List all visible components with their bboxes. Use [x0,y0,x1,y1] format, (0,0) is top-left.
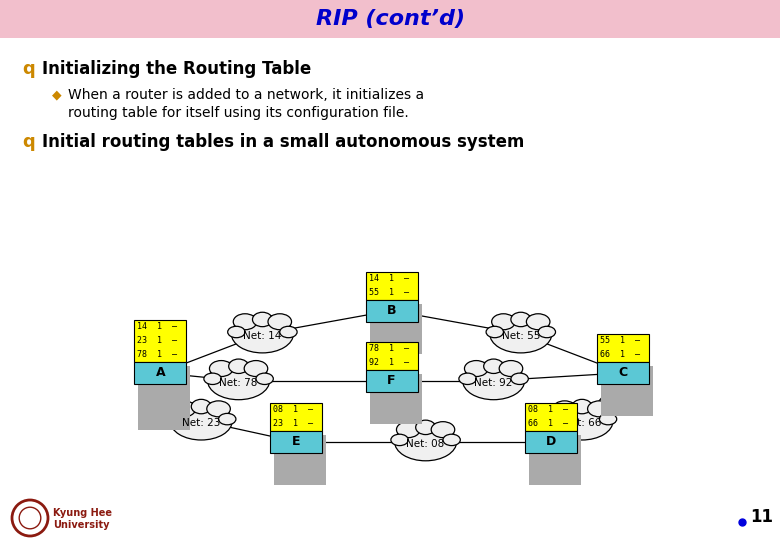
FancyBboxPatch shape [366,342,417,370]
Text: 66  1  —: 66 1 — [600,350,640,360]
Text: Kyung Hee: Kyung Hee [53,508,112,518]
Ellipse shape [551,402,613,440]
FancyBboxPatch shape [271,431,322,453]
Text: Net: 55: Net: 55 [502,331,540,341]
Ellipse shape [218,414,236,425]
Text: q: q [22,60,35,78]
Text: Net: 92: Net: 92 [474,378,512,388]
FancyBboxPatch shape [271,403,322,431]
Text: 55  1  —: 55 1 — [369,288,409,297]
FancyBboxPatch shape [370,303,422,354]
Text: 92  1  —: 92 1 — [369,358,409,367]
Text: When a router is added to a network, it initializes a: When a router is added to a network, it … [68,88,424,102]
Ellipse shape [210,361,233,376]
Text: Net: 08: Net: 08 [406,439,445,449]
Ellipse shape [396,422,420,437]
Text: 23  1  —: 23 1 — [274,419,314,428]
Ellipse shape [253,312,272,327]
Text: ◆: ◆ [52,88,62,101]
Ellipse shape [268,314,292,330]
Ellipse shape [416,420,435,435]
Text: C: C [619,367,627,380]
Ellipse shape [395,423,456,461]
Ellipse shape [459,373,477,384]
Ellipse shape [490,315,551,353]
Ellipse shape [526,314,550,330]
FancyBboxPatch shape [366,300,417,321]
Ellipse shape [443,434,460,446]
Text: Net: 78: Net: 78 [219,378,257,388]
Ellipse shape [491,314,516,330]
Text: F: F [388,374,396,387]
Ellipse shape [170,402,232,440]
FancyBboxPatch shape [275,435,326,485]
FancyBboxPatch shape [370,374,422,424]
Ellipse shape [572,400,592,414]
Ellipse shape [228,326,245,338]
Ellipse shape [464,361,488,376]
Ellipse shape [511,312,530,327]
Text: Initial routing tables in a small autonomous system: Initial routing tables in a small autono… [42,133,524,151]
Text: q: q [22,133,35,151]
Text: routing table for itself using its configuration file.: routing table for itself using its confi… [68,106,409,120]
Text: 08  1  —: 08 1 — [528,406,569,414]
Text: University: University [53,520,109,530]
FancyBboxPatch shape [134,320,186,362]
Ellipse shape [484,359,504,374]
FancyBboxPatch shape [530,435,581,485]
Text: 11: 11 [750,508,774,526]
Text: 14  1  —: 14 1 — [369,274,409,283]
FancyBboxPatch shape [366,370,417,392]
Ellipse shape [511,373,528,384]
Ellipse shape [233,314,257,330]
Text: 78  1  —: 78 1 — [369,344,409,353]
FancyBboxPatch shape [134,362,186,384]
Ellipse shape [431,422,455,437]
Ellipse shape [280,326,297,338]
FancyBboxPatch shape [138,366,190,430]
Ellipse shape [256,373,273,384]
Ellipse shape [587,401,612,417]
Text: 66  1  —: 66 1 — [528,419,569,428]
FancyBboxPatch shape [597,362,649,384]
Text: 78  1  —: 78 1 — [137,350,177,360]
Ellipse shape [207,362,270,400]
Ellipse shape [538,326,555,338]
FancyBboxPatch shape [0,0,780,38]
Text: 23  1  —: 23 1 — [137,336,177,346]
FancyBboxPatch shape [366,272,417,300]
Ellipse shape [191,400,211,414]
Text: 55  1  —: 55 1 — [600,336,640,346]
Ellipse shape [553,401,576,417]
Ellipse shape [207,401,230,417]
FancyBboxPatch shape [597,334,649,362]
FancyBboxPatch shape [526,403,577,431]
FancyBboxPatch shape [526,431,577,453]
Text: Net: 66: Net: 66 [563,418,601,428]
Ellipse shape [229,359,249,374]
Ellipse shape [548,414,565,425]
FancyBboxPatch shape [601,366,653,416]
Text: Net: 23: Net: 23 [182,418,221,428]
Ellipse shape [463,362,525,400]
Ellipse shape [499,361,523,376]
Text: E: E [292,435,300,448]
Text: RIP (cont’d): RIP (cont’d) [315,9,465,29]
Text: A: A [155,367,165,380]
Text: Net: 14: Net: 14 [243,331,282,341]
Ellipse shape [599,414,617,425]
Ellipse shape [486,326,503,338]
Ellipse shape [172,401,196,417]
Text: 08  1  —: 08 1 — [274,406,314,414]
Ellipse shape [244,361,268,376]
Ellipse shape [204,373,222,384]
Text: 14  1  —: 14 1 — [137,322,177,332]
Ellipse shape [166,414,184,425]
Ellipse shape [391,434,408,446]
Text: Initializing the Routing Table: Initializing the Routing Table [42,60,311,78]
Text: B: B [387,304,396,317]
Text: D: D [546,435,556,448]
Ellipse shape [232,315,293,353]
